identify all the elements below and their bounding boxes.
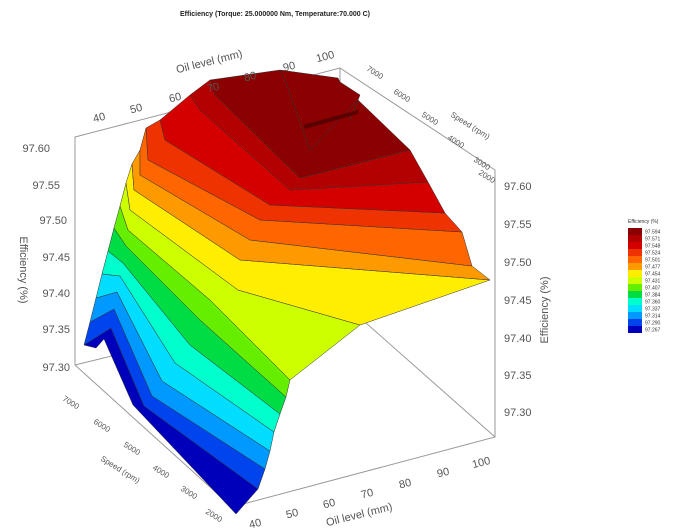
z-tick-label: 97.45: [42, 252, 70, 264]
z-tick-label: 97.30: [42, 362, 70, 374]
legend-swatch: [628, 270, 642, 277]
legend-swatch: [628, 305, 642, 312]
legend-swatch: [628, 256, 642, 263]
z-tick-label: 97.50: [504, 257, 532, 269]
legend-label: 97.314: [645, 314, 661, 320]
legend-label: 97.571: [645, 237, 661, 243]
legend-label: 97.548: [645, 244, 661, 250]
legend-label: 97.524: [645, 251, 661, 257]
legend-swatch: [628, 291, 642, 298]
legend-swatch: [628, 228, 642, 235]
y-tick-label: 5000: [420, 110, 440, 127]
z-tick-label: 97.35: [504, 370, 532, 382]
z-axis-right-ticks: 97.60 97.55 97.50 97.45 97.40 97.35 97.3…: [504, 181, 532, 419]
x-tick-label: 40: [92, 111, 107, 126]
efficiency-surface: [83, 69, 491, 515]
legend-label: 97.454: [645, 272, 661, 278]
legend-label: 97.407: [645, 286, 661, 292]
legend-swatch: [628, 312, 642, 319]
legend-label: 97.477: [645, 265, 661, 271]
x-axis-bottom-ticks: 40 50 60 70 80 90 100: [248, 455, 492, 531]
y-tick-label: 5000: [122, 440, 142, 457]
z-axis-label-right: Efficiency (%): [539, 276, 551, 343]
y-tick-label: 2000: [204, 507, 224, 524]
legend-swatch: [628, 277, 642, 284]
y-tick-label: 6000: [92, 417, 112, 434]
x-axis-top-ticks: 40 50 60 70 80 90 100: [92, 49, 336, 125]
legend-label: 97.360: [645, 300, 661, 306]
x-tick-label: 40: [248, 517, 263, 531]
z-tick-label: 97.40: [504, 333, 532, 345]
surface-peak-band: [303, 110, 358, 129]
y-tick-label: 2000: [477, 168, 497, 185]
z-tick-label: 97.60: [22, 143, 50, 155]
x-tick-label: 70: [360, 487, 375, 502]
z-tick-label: 97.35: [42, 324, 70, 336]
y-axis-label-bottom: Speed (rpm): [99, 454, 142, 485]
legend-swatch: [628, 319, 642, 326]
z-axis-label-left: Efficiency (%): [17, 236, 29, 303]
y-tick-label: 6000: [392, 87, 412, 104]
z-tick-label: 97.60: [504, 181, 532, 193]
x-axis-label-top: Oil level (mm): [175, 48, 244, 76]
legend-label: 97.431: [645, 279, 661, 285]
legend-swatch: [628, 284, 642, 291]
z-tick-label: 97.45: [504, 295, 532, 307]
z-tick-label: 97.40: [42, 288, 70, 300]
x-tick-label: 50: [129, 102, 144, 117]
legend: Efficiency (%)97.59497.57197.54897.52497…: [628, 219, 661, 334]
legend-swatch: [628, 249, 642, 256]
y-tick-label: 4000: [446, 133, 466, 150]
y-tick-label: 4000: [151, 463, 171, 480]
x-tick-label: 80: [243, 70, 258, 85]
legend-swatch: [628, 298, 642, 305]
z-tick-label: 97.55: [32, 180, 60, 192]
legend-swatch: [628, 326, 642, 333]
x-tick-label: 90: [282, 60, 297, 75]
y-tick-label: 7000: [61, 394, 81, 411]
legend-swatch: [628, 242, 642, 249]
x-tick-label: 100: [471, 455, 492, 471]
x-tick-label: 80: [398, 477, 413, 492]
legend-label: 97.384: [645, 293, 661, 299]
z-tick-label: 97.30: [504, 407, 532, 419]
z-tick-label: 97.55: [504, 219, 532, 231]
legend-label: 97.290: [645, 321, 661, 327]
x-tick-label: 60: [168, 91, 183, 106]
legend-label: 97.594: [645, 230, 661, 236]
legend-swatch: [628, 235, 642, 242]
legend-label: 97.267: [645, 328, 661, 334]
legend-label: 97.337: [645, 307, 661, 313]
x-tick-label: 70: [206, 81, 221, 96]
x-tick-label: 60: [322, 497, 337, 512]
x-tick-label: 50: [285, 507, 300, 522]
surface-band: [279, 69, 361, 151]
legend-title: Efficiency (%): [628, 219, 659, 225]
legend-label: 97.501: [645, 258, 661, 264]
chart-title: Efficiency (Torque: 25.000000 Nm, Temper…: [180, 11, 370, 18]
z-axis-left-ticks: 97.60 97.55 97.50 97.45 97.40 97.35 97.3…: [22, 143, 70, 374]
y-tick-label: 7000: [365, 64, 385, 81]
x-tick-label: 90: [436, 466, 451, 481]
legend-swatch: [628, 263, 642, 270]
z-tick-label: 97.50: [39, 215, 67, 227]
x-tick-label: 100: [315, 49, 336, 65]
y-tick-label: 3000: [179, 484, 199, 501]
